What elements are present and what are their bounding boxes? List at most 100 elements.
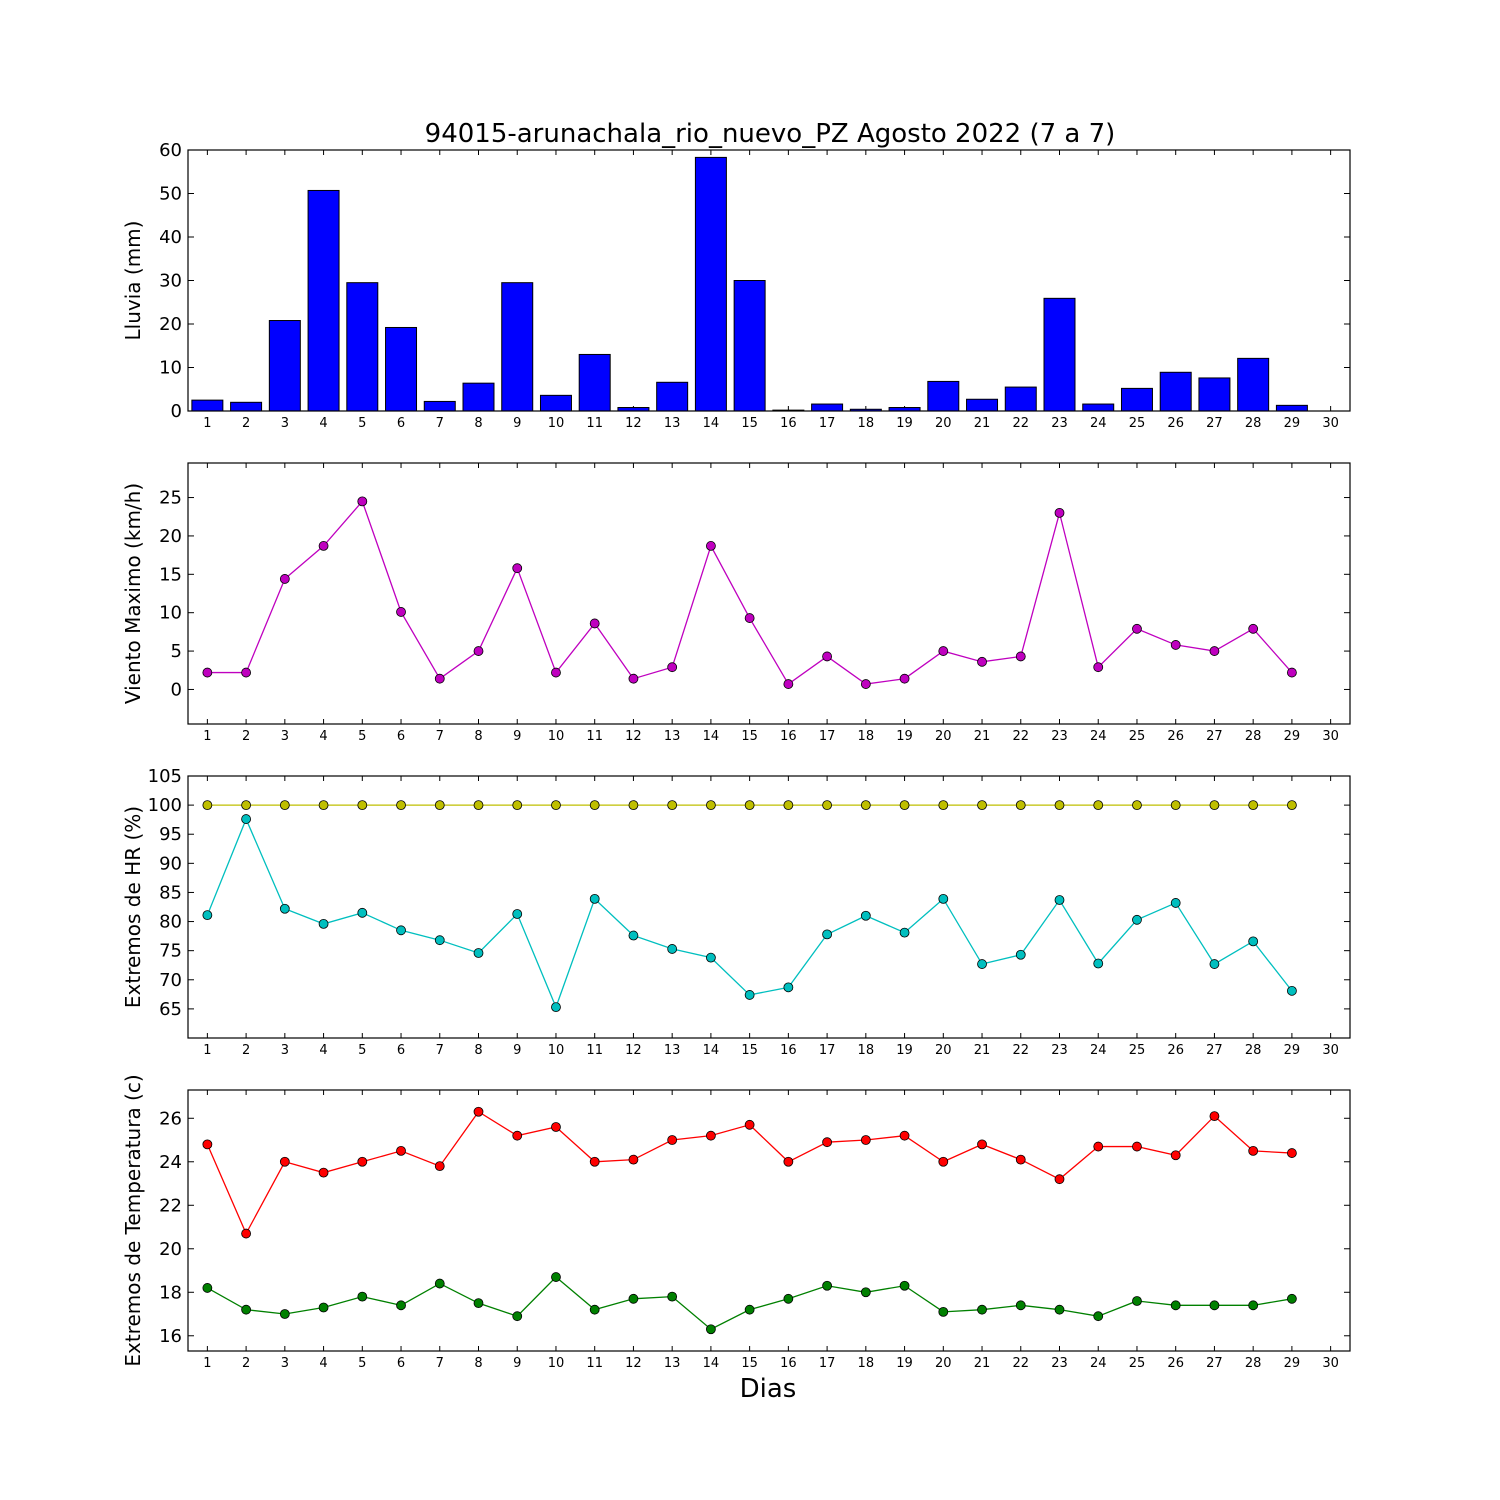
x-tick-label: 10 [548,1356,565,1371]
x-tick-label: 8 [474,416,482,431]
x-tick-label: 25 [1129,416,1146,431]
x-tick-label: 21 [974,729,991,744]
x-tick-label: 7 [436,1043,444,1058]
rain-bar [1082,403,1115,412]
series-point-2 [977,1304,987,1315]
x-tick-label: 25 [1129,1356,1146,1371]
x-tick-label: 5 [358,1043,366,1058]
x-tick-label: 6 [397,1356,405,1371]
series-point-2 [667,944,678,954]
rain-bar [307,189,340,412]
series-point-2 [744,990,755,1000]
series-point-1 [241,800,252,811]
series-point-1 [822,800,832,811]
plot-frame [187,1089,1351,1352]
series-point-2 [434,1278,445,1289]
x-tick-label: 15 [741,416,758,431]
x-tick-label: 26 [1167,416,1184,431]
rain-bar [1043,297,1076,412]
rain-bar [1120,387,1153,412]
y-tick-label: 10 [159,603,182,624]
series-point-2 [357,907,368,918]
y-tick-label: 30 [159,271,182,292]
y-axis-label: Extremos de HR (%) [121,806,145,1008]
series-point-1 [899,673,910,684]
x-tick-label: 30 [1322,729,1339,744]
series-point-1 [1015,800,1026,811]
x-tick-label: 20 [935,1356,952,1371]
rain-bar [811,403,844,412]
x-tick-label: 3 [281,1043,289,1058]
x-tick-label: 13 [664,1356,681,1371]
series-point-1 [357,496,368,507]
x-tick-label: 28 [1245,729,1262,744]
x-tick-label: 15 [741,729,758,744]
series-point-1 [434,800,445,811]
series-point-2 [1093,1311,1104,1322]
y-tick-label: 90 [159,853,182,874]
series-point-1 [202,800,213,811]
series-point-1 [1054,507,1065,518]
x-tick-label: 3 [281,1356,289,1371]
y-tick-label: 20 [159,314,182,335]
series-point-1 [434,1161,445,1172]
x-tick-label: 24 [1090,729,1107,744]
rain-bar [501,282,534,412]
series-point-2 [628,930,639,941]
series-point-2 [783,982,794,993]
x-tick-label: 25 [1129,1043,1146,1058]
series-point-1 [706,541,716,551]
series-point-1 [628,800,639,811]
series-point-1 [318,541,329,551]
series-point-2 [396,925,406,936]
series-point-1 [628,1154,639,1165]
series-point-1 [977,1139,987,1150]
series-point-1 [512,800,523,811]
series-point-1 [357,800,368,811]
x-tick-label: 12 [625,1356,642,1371]
series-point-2 [938,893,949,904]
series-point-2 [899,927,910,938]
x-tick-label: 7 [436,416,444,431]
x-tick-label: 22 [1012,1356,1029,1371]
x-tick-label: 22 [1012,1043,1029,1058]
series-point-1 [977,800,987,811]
x-tick-label: 20 [935,1043,952,1058]
x-tick-label: 29 [1284,729,1301,744]
x-tick-label: 12 [625,1043,642,1058]
x-tick-label: 1 [203,1356,211,1371]
x-tick-label: 1 [203,416,211,431]
series-point-2 [744,1304,755,1315]
x-tick-label: 27 [1206,1356,1223,1371]
rain-bar [694,156,727,412]
series-point-1 [241,1228,252,1239]
x-tick-label: 11 [586,416,603,431]
y-tick-label: 20 [159,1239,182,1260]
y-tick-label: 75 [159,941,182,962]
series-point-2 [977,959,987,969]
x-tick-label: 13 [664,1043,681,1058]
x-tick-label: 6 [397,1043,405,1058]
series-point-1 [1170,1150,1181,1161]
series-point-1 [822,1137,832,1148]
series-point-1 [551,800,561,811]
series-point-1 [1170,800,1181,811]
x-tick-label: 18 [858,1356,875,1371]
y-tick-label: 60 [159,140,182,161]
series-point-2 [279,1309,290,1319]
series-point-1 [589,1156,600,1167]
series-point-1 [1015,651,1026,662]
y-tick-label: 85 [159,882,182,903]
series-point-1 [1170,640,1181,650]
y-tick-label: 18 [159,1282,182,1303]
series-point-1 [1093,800,1104,811]
series-point-1 [1248,800,1259,811]
x-tick-label: 2 [242,1356,250,1371]
series-point-1 [1209,800,1220,811]
series-point-2 [1209,1300,1220,1311]
series-point-2 [589,1304,600,1315]
series-point-2 [473,948,484,958]
series-point-1 [706,800,716,811]
